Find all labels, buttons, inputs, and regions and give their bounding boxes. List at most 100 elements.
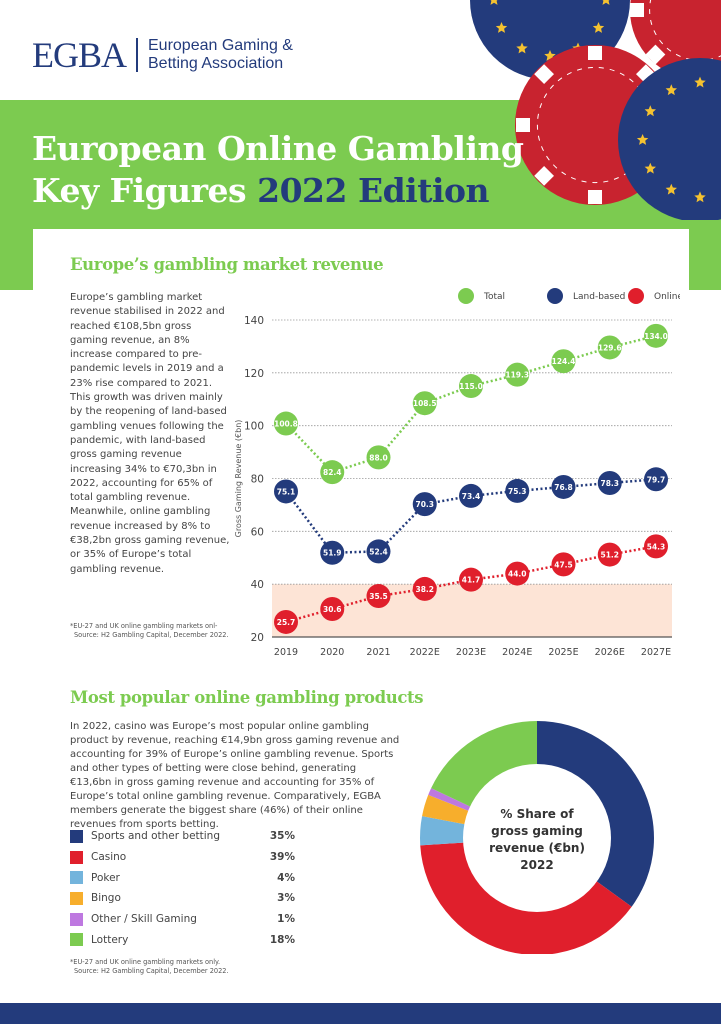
logo-divider xyxy=(136,38,138,72)
data-point xyxy=(505,561,530,586)
section2-heading: Most popular online gambling products xyxy=(70,688,424,707)
star-icon xyxy=(490,0,498,5)
data-point xyxy=(644,323,668,348)
x-tick-label: 2020 xyxy=(320,647,344,658)
data-label: 115.0 xyxy=(459,382,483,391)
data-point xyxy=(366,584,391,609)
data-label: 30.6 xyxy=(323,605,342,614)
org-name: European Gaming & Betting Association xyxy=(148,37,293,73)
legend-percent: 1% xyxy=(277,913,295,926)
legend-label: Total xyxy=(483,292,505,302)
donut-title-line: % Share of xyxy=(500,807,574,821)
y-tick-label: 80 xyxy=(251,474,264,486)
data-point xyxy=(551,349,576,374)
chip-stripe xyxy=(588,190,602,204)
data-point xyxy=(644,534,668,559)
legend-percent: 4% xyxy=(277,871,295,884)
data-label: 47.5 xyxy=(554,560,573,569)
egba-logo: EGBA European Gaming & Betting Associati… xyxy=(32,34,293,76)
source-line: Source: H2 Gambling Capital, December 20… xyxy=(74,631,229,639)
data-point xyxy=(274,479,298,504)
star-icon xyxy=(665,84,677,96)
legend-swatch xyxy=(70,829,83,843)
revenue-line-chart: 20 40 60 80 100 120 140 2019 2020 2021 2022E 2023E 2… xyxy=(234,288,680,658)
footer-bar xyxy=(0,1003,721,1024)
y-tick-label: 120 xyxy=(244,368,264,380)
page-title: European Online Gambling Key Figures 202… xyxy=(32,128,524,212)
data-point xyxy=(320,596,345,621)
title-line1: European Online Gambling xyxy=(32,129,524,168)
data-label: 134.0 xyxy=(644,332,668,341)
legend-percent: 3% xyxy=(277,892,295,905)
x-tick-label: 2026E xyxy=(595,647,625,658)
y-tick-label: 20 xyxy=(251,632,264,644)
legend-label: Poker xyxy=(91,871,120,884)
legend-percent: 18% xyxy=(269,933,295,946)
star-icon xyxy=(644,162,656,174)
chip-stripe xyxy=(588,46,602,60)
data-point xyxy=(459,374,483,399)
x-tick-label: 2021 xyxy=(366,647,390,658)
star-icon xyxy=(592,22,605,33)
note-line: *EU-27 and UK online gambling markets on… xyxy=(70,958,221,966)
legend-item: Sports and other betting 35% xyxy=(70,826,295,847)
data-point xyxy=(459,567,483,592)
data-point xyxy=(551,474,576,499)
x-tick-label: 2023E xyxy=(456,647,486,658)
note-line: *EU-27 and UK online gambling markets on… xyxy=(70,622,218,630)
chip-stripe xyxy=(516,118,530,132)
series-line-total xyxy=(285,334,657,474)
legend-swatch xyxy=(70,933,83,947)
section1-heading: Europe’s gambling market revenue xyxy=(70,255,384,274)
section1-body: Europe’s gambling market revenue stabili… xyxy=(70,292,230,575)
source-line: Source: H2 Gambling Capital, December 20… xyxy=(74,967,229,975)
data-label: 35.5 xyxy=(369,592,388,601)
data-label: 41.7 xyxy=(462,576,481,585)
section1-note: *EU-27 and UK online gambling markets on… xyxy=(70,622,229,640)
legend-swatch xyxy=(70,871,83,885)
data-label: 52.4 xyxy=(369,547,388,556)
data-label: 75.3 xyxy=(508,487,527,496)
star-icon xyxy=(694,76,706,88)
legend-marker xyxy=(547,288,563,304)
legend-item: Other / Skill Gaming 1% xyxy=(70,909,295,930)
x-tick-label: 2024E xyxy=(502,647,532,658)
legend-label: Land-based xyxy=(573,292,625,302)
data-label: 51.9 xyxy=(323,549,342,558)
legend-item: Poker 4% xyxy=(70,867,295,888)
products-donut-chart: % Share of gross gaming revenue (€bn) 2022 xyxy=(419,721,654,954)
data-point xyxy=(412,391,437,416)
donut-center xyxy=(463,764,611,912)
star-icon xyxy=(644,105,656,117)
data-label: 119.3 xyxy=(505,371,529,380)
data-label: 51.2 xyxy=(600,551,619,560)
star-icon xyxy=(636,134,649,145)
logo-mark: EGBA xyxy=(32,35,127,75)
legend-label: Casino xyxy=(91,851,127,864)
section2-note: *EU-27 and UK online gambling markets on… xyxy=(70,958,229,976)
data-point xyxy=(597,470,622,495)
data-point xyxy=(412,576,437,601)
series-line-land-based xyxy=(285,478,657,554)
data-point xyxy=(412,492,437,517)
y-tick-label: 60 xyxy=(251,526,264,538)
data-label: 82.4 xyxy=(323,468,342,477)
y-tick-label: 140 xyxy=(244,315,264,327)
legend-label: Lottery xyxy=(91,933,129,946)
products-legend: Sports and other betting 35% Casino 39% Poke… xyxy=(70,826,295,950)
legend-item: Lottery 18% xyxy=(70,929,295,950)
donut-title-line: revenue (€bn) xyxy=(489,841,585,855)
legend-label: Sports and other betting xyxy=(91,830,220,843)
donut-slice xyxy=(431,721,537,813)
data-point xyxy=(459,483,483,508)
donut-title-line: gross gaming xyxy=(491,824,583,838)
data-label: 73.4 xyxy=(462,492,481,501)
x-tick-label: 2025E xyxy=(548,647,578,658)
y-axis-label: Gross Gaming Revenue (€bn) xyxy=(234,420,243,538)
data-point xyxy=(274,411,298,436)
data-point xyxy=(644,467,668,492)
data-label: 76.8 xyxy=(554,483,573,492)
title-key-figures: Key Figures xyxy=(32,171,258,210)
legend-label: Bingo xyxy=(91,892,121,905)
x-tick-label: 2019 xyxy=(274,647,298,658)
